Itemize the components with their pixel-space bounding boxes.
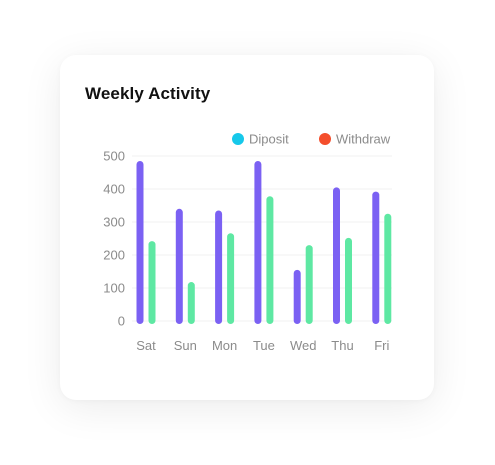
bar-diposit-sat: [136, 160, 144, 324]
bar-withdraw-mon: [227, 233, 235, 324]
bar-withdraw-tue: [266, 196, 274, 324]
legend-dot-diposit: [232, 133, 244, 145]
x-tick-label: Tue: [253, 338, 275, 353]
legend-dot-withdraw: [319, 133, 331, 145]
bar-withdraw-wed: [305, 245, 313, 324]
y-tick-label: 100: [103, 281, 125, 296]
x-tick-label: Sat: [136, 338, 156, 353]
bar-diposit-tue: [254, 160, 262, 324]
x-tick-label: Mon: [212, 338, 237, 353]
bar-diposit-sun: [175, 208, 183, 324]
bar-withdraw-thu: [345, 237, 352, 324]
y-tick-label: 400: [103, 182, 125, 197]
bar-withdraw-fri: [384, 213, 392, 324]
bar-diposit-fri: [372, 191, 380, 324]
weekly-activity-chart: 0 100 200 300 400 500 Sat Sun Mon Tue Wed Thu Fri D…: [103, 132, 392, 353]
bar-withdraw-sun: [187, 282, 195, 324]
y-tick-label: 200: [103, 248, 125, 263]
weekly-activity-card: Weekly Activity 0 100 200 300 400 500 Sat Sun M…: [60, 55, 434, 400]
bar-withdraw-sat: [148, 241, 156, 324]
bar-diposit-thu: [333, 187, 340, 324]
x-axis-ticks: Sat Sun Mon Tue Wed Thu Fri: [136, 338, 389, 353]
x-tick-label: Wed: [290, 338, 317, 353]
legend-label-withdraw: Withdraw: [336, 132, 391, 147]
y-tick-label: 0: [118, 314, 125, 329]
y-tick-label: 300: [103, 215, 125, 230]
y-axis-ticks: 0 100 200 300 400 500: [103, 149, 125, 329]
bars: [136, 160, 392, 324]
x-tick-label: Thu: [331, 338, 353, 353]
x-tick-label: Sun: [174, 338, 197, 353]
bar-diposit-wed: [293, 269, 301, 324]
legend: Diposit Withdraw: [232, 132, 391, 147]
card-title: Weekly Activity: [85, 84, 211, 103]
grid-lines: [132, 155, 392, 322]
bar-diposit-mon: [215, 210, 223, 324]
y-tick-label: 500: [103, 149, 125, 164]
legend-label-diposit: Diposit: [249, 132, 289, 147]
x-tick-label: Fri: [374, 338, 389, 353]
